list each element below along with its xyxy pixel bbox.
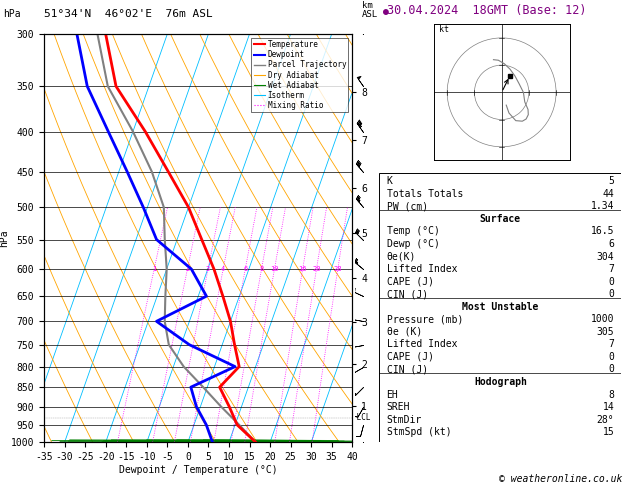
Text: PW (cm): PW (cm) [387, 201, 428, 211]
Text: 6: 6 [243, 266, 247, 272]
Text: Temp (°C): Temp (°C) [387, 226, 440, 237]
Text: 8: 8 [259, 266, 264, 272]
Text: 0: 0 [608, 277, 614, 287]
Text: 28: 28 [333, 266, 342, 272]
Text: 51°34'N  46°02'E  76m ASL: 51°34'N 46°02'E 76m ASL [44, 9, 213, 19]
Legend: Temperature, Dewpoint, Parcel Trajectory, Dry Adiabat, Wet Adiabat, Isotherm, Mi: Temperature, Dewpoint, Parcel Trajectory… [252, 38, 348, 112]
Text: 1000: 1000 [591, 314, 614, 324]
Text: km
ASL: km ASL [362, 1, 378, 19]
Text: 8: 8 [608, 390, 614, 399]
Text: 1: 1 [152, 266, 156, 272]
Text: StmSpd (kt): StmSpd (kt) [387, 427, 451, 437]
Text: Lifted Index: Lifted Index [387, 339, 457, 349]
Text: Totals Totals: Totals Totals [387, 189, 463, 199]
Text: Dewp (°C): Dewp (°C) [387, 239, 440, 249]
Text: kt: kt [439, 25, 449, 35]
Text: hPa: hPa [3, 9, 21, 19]
Text: θe (K): θe (K) [387, 327, 422, 337]
X-axis label: Dewpoint / Temperature (°C): Dewpoint / Temperature (°C) [119, 465, 277, 475]
Text: 0: 0 [608, 352, 614, 362]
Text: Surface: Surface [480, 214, 521, 224]
Text: 20: 20 [312, 266, 321, 272]
Text: 14: 14 [603, 402, 614, 412]
Text: K: K [387, 176, 392, 186]
Text: 6: 6 [608, 239, 614, 249]
Text: 15: 15 [603, 427, 614, 437]
Text: 7: 7 [608, 264, 614, 274]
Text: 3: 3 [206, 266, 210, 272]
Text: CIN (J): CIN (J) [387, 364, 428, 375]
Text: 7: 7 [608, 339, 614, 349]
Text: SREH: SREH [387, 402, 410, 412]
Text: CIN (J): CIN (J) [387, 289, 428, 299]
Text: ●: ● [382, 7, 389, 17]
Text: 28°: 28° [596, 415, 614, 425]
Text: CAPE (J): CAPE (J) [387, 277, 433, 287]
Text: 16: 16 [298, 266, 307, 272]
Text: 16.5: 16.5 [591, 226, 614, 237]
Text: 4: 4 [221, 266, 225, 272]
Text: θe(K): θe(K) [387, 252, 416, 261]
Text: 2: 2 [186, 266, 189, 272]
Text: 1.34: 1.34 [591, 201, 614, 211]
Text: 10: 10 [270, 266, 279, 272]
Text: 305: 305 [596, 327, 614, 337]
Text: StmDir: StmDir [387, 415, 422, 425]
Text: LCL: LCL [352, 413, 370, 422]
Text: © weatheronline.co.uk: © weatheronline.co.uk [499, 473, 623, 484]
Text: CAPE (J): CAPE (J) [387, 352, 433, 362]
Text: Most Unstable: Most Unstable [462, 302, 538, 312]
Text: 304: 304 [596, 252, 614, 261]
Text: 44: 44 [603, 189, 614, 199]
Text: 0: 0 [608, 364, 614, 375]
Text: 30.04.2024  18GMT (Base: 12): 30.04.2024 18GMT (Base: 12) [387, 4, 586, 17]
Text: EH: EH [387, 390, 398, 399]
Y-axis label: hPa: hPa [0, 229, 9, 247]
Text: Hodograph: Hodograph [474, 377, 527, 387]
Text: Lifted Index: Lifted Index [387, 264, 457, 274]
Text: 0: 0 [608, 289, 614, 299]
Text: Pressure (mb): Pressure (mb) [387, 314, 463, 324]
Text: 5: 5 [608, 176, 614, 186]
